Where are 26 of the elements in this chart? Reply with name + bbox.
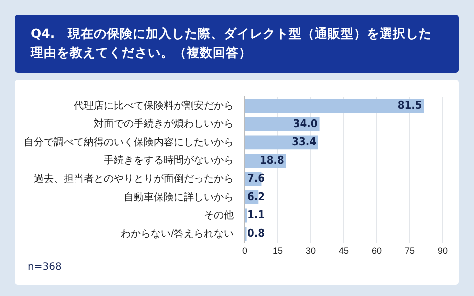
y-tick-label: 代理店に比べて保険料が割安だから: [73, 100, 234, 112]
text: n=368: [28, 262, 62, 273]
y-tick-label: 対面での手続きが煩わしいから: [94, 118, 234, 130]
data-label: 18.8: [260, 154, 284, 167]
chart-title: Q4. 現在の保険に加入した際、ダイレクト型（通販型）を選択した理由を教えてください。（複数回答）: [15, 15, 459, 73]
data-label: 6.2: [248, 190, 266, 204]
x-tick-label: 45: [338, 246, 350, 256]
x-tick-label: 90: [438, 246, 448, 256]
y-tick-label: その他: [204, 210, 234, 222]
y-tick-label: 過去、担当者とのやりとりが面倒だったから: [34, 172, 234, 185]
y-tick-label: 手続きをする時間がないから: [104, 154, 234, 167]
data-label: 1.1: [248, 208, 266, 222]
y-tick-label: 自動車保険に詳しいから: [124, 191, 234, 204]
data-label: 33.4: [292, 136, 317, 149]
data-label: 34.0: [293, 117, 318, 130]
x-tick-label: 0: [242, 246, 248, 256]
x-tick-label: 75: [404, 246, 416, 256]
y-tick-label: わからない/答えられない: [121, 228, 234, 240]
x-tick-label: 30: [306, 246, 316, 256]
data-label: 81.5: [398, 98, 422, 112]
y-tick-label: 自分で調べて納得のいく保険内容にしたいから: [24, 136, 234, 148]
x-tick-label: 15: [272, 246, 284, 256]
bar: [246, 99, 424, 114]
x-tick-label: 60: [372, 246, 382, 256]
data-label: 0.8: [248, 226, 266, 240]
data-label: 7.6: [248, 172, 266, 186]
